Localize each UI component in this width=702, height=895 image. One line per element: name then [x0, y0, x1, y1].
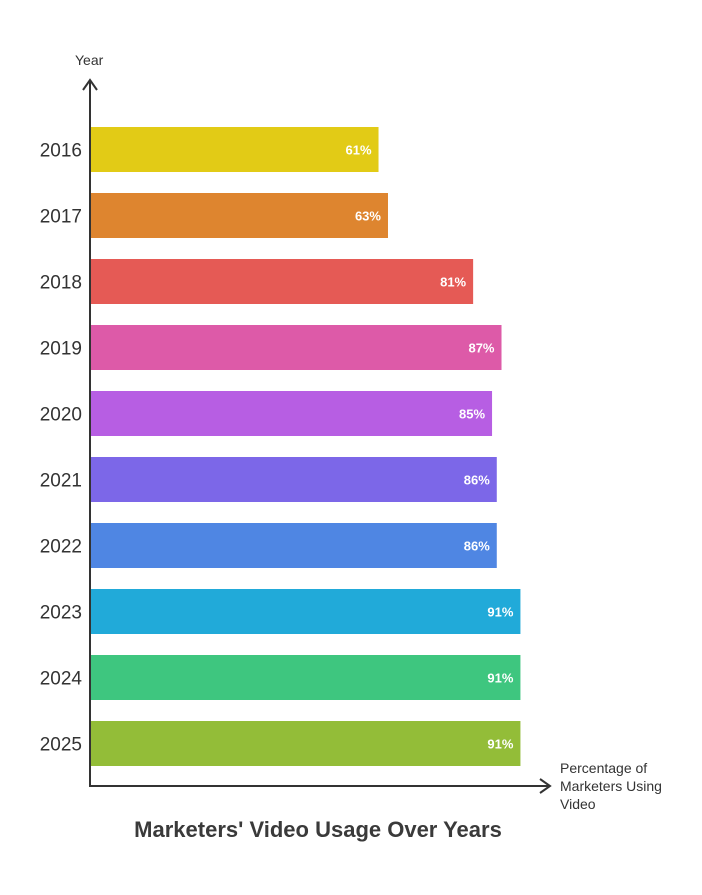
bar-2023 — [90, 589, 521, 634]
category-labels-group: 2016 2017 2018 2019 2020 2021 2022 2023 2024 2025 — [40, 141, 83, 756]
category-label-2019: 2019 — [40, 339, 82, 360]
category-label-2023: 2023 — [40, 603, 82, 624]
value-label-2018: 81% — [440, 275, 466, 290]
x-axis-label-line-2: Marketers Using — [560, 778, 662, 794]
value-label-2025: 91% — [487, 737, 513, 752]
x-axis-label-line-1: Percentage of — [560, 760, 647, 776]
chart-title: Marketers' Video Usage Over Years — [134, 817, 502, 842]
category-label-2016: 2016 — [40, 141, 82, 162]
bar-2017 — [90, 193, 388, 238]
bar-2022 — [90, 523, 497, 568]
value-labels-group: 61% 63% 81% 87% 85% 86% 86% 91% 91% 91% — [345, 143, 513, 752]
category-label-2021: 2021 — [40, 471, 82, 492]
y-axis-arrow — [82, 78, 98, 91]
category-label-2025: 2025 — [40, 735, 82, 756]
value-label-2021: 86% — [464, 473, 490, 488]
value-label-2023: 91% — [487, 605, 513, 620]
value-label-2022: 86% — [464, 539, 490, 554]
bar-2018 — [90, 259, 474, 304]
value-label-2020: 85% — [459, 407, 485, 422]
x-axis-label-line-3: Video — [560, 796, 596, 812]
bars-group — [90, 127, 521, 766]
category-label-2020: 2020 — [40, 405, 82, 426]
y-axis-label: Year — [75, 52, 104, 68]
category-label-2022: 2022 — [40, 537, 82, 558]
bar-2021 — [90, 457, 497, 502]
value-label-2017: 63% — [355, 209, 381, 224]
bar-2025 — [90, 721, 521, 766]
category-label-2024: 2024 — [40, 669, 83, 690]
value-label-2016: 61% — [345, 143, 371, 158]
value-label-2019: 87% — [468, 341, 494, 356]
value-label-2024: 91% — [487, 671, 513, 686]
bar-2020 — [90, 391, 493, 436]
x-axis-arrow — [539, 778, 552, 794]
category-label-2018: 2018 — [40, 273, 82, 294]
bar-2016 — [90, 127, 379, 172]
bar-2024 — [90, 655, 521, 700]
bar-2019 — [90, 325, 502, 370]
category-label-2017: 2017 — [40, 207, 82, 228]
